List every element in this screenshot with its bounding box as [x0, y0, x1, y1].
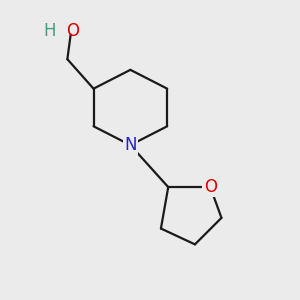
Text: N: N: [124, 136, 136, 154]
Text: O: O: [204, 178, 217, 196]
Text: H: H: [43, 22, 56, 40]
Text: O: O: [66, 22, 79, 40]
